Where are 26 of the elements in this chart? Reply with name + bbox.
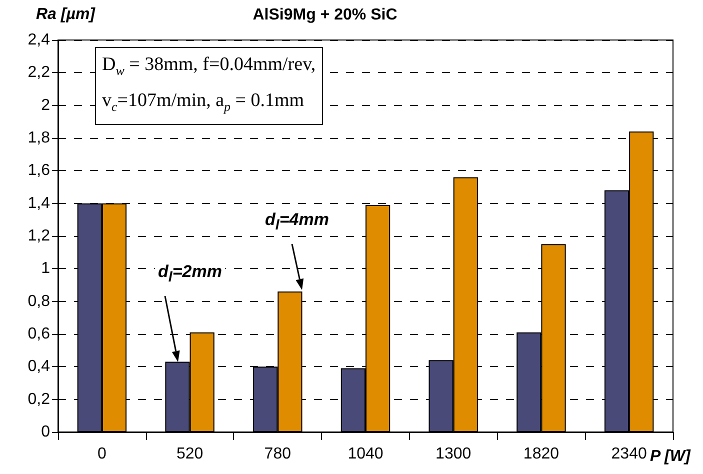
- y-tick-label: 1,4: [28, 194, 50, 212]
- y-axis-title: Ra [µm]: [36, 6, 95, 24]
- chart-title: AlSi9Mg + 20% SiC: [252, 6, 398, 24]
- x-tick-label: 520: [176, 446, 204, 462]
- y-tick-label: 2: [41, 96, 50, 114]
- annotation: d$_{l}$=4mm: [262, 210, 332, 234]
- y-tick-label: 1: [41, 260, 50, 278]
- y-tick-label: 0,2: [28, 390, 50, 408]
- x-tick-label: 1820: [523, 446, 560, 462]
- x-tick-label: 780: [264, 446, 292, 462]
- y-tick-label: 1,8: [28, 130, 50, 146]
- y-tick-label: 1,6: [28, 162, 50, 180]
- x-axis-title: P [W]: [650, 448, 690, 466]
- x-tick-label: 0: [97, 446, 106, 462]
- y-tick-label: 2,2: [28, 64, 50, 82]
- x-tick-label: 1040: [348, 446, 384, 462]
- y-tick-label: 0,4: [28, 358, 50, 376]
- y-tick-label: 0: [41, 424, 50, 440]
- y-tick-label: 1,2: [28, 228, 50, 244]
- x-tick-label: 2340: [611, 446, 647, 462]
- y-tick-label: 0,6: [28, 326, 50, 342]
- text: D$_{w}$ = 38mm, f=0.04mm/rev, v$_{c}$=107m/min, a$_{p}$ = 0.1mm: [102, 54, 316, 114]
- x-tick-label: 1300: [436, 446, 472, 462]
- y-tick-label: 0,8: [28, 292, 50, 310]
- annotation: d$_{l}$=2mm: [155, 262, 225, 286]
- y-tick-label: 2,4: [28, 32, 50, 48]
